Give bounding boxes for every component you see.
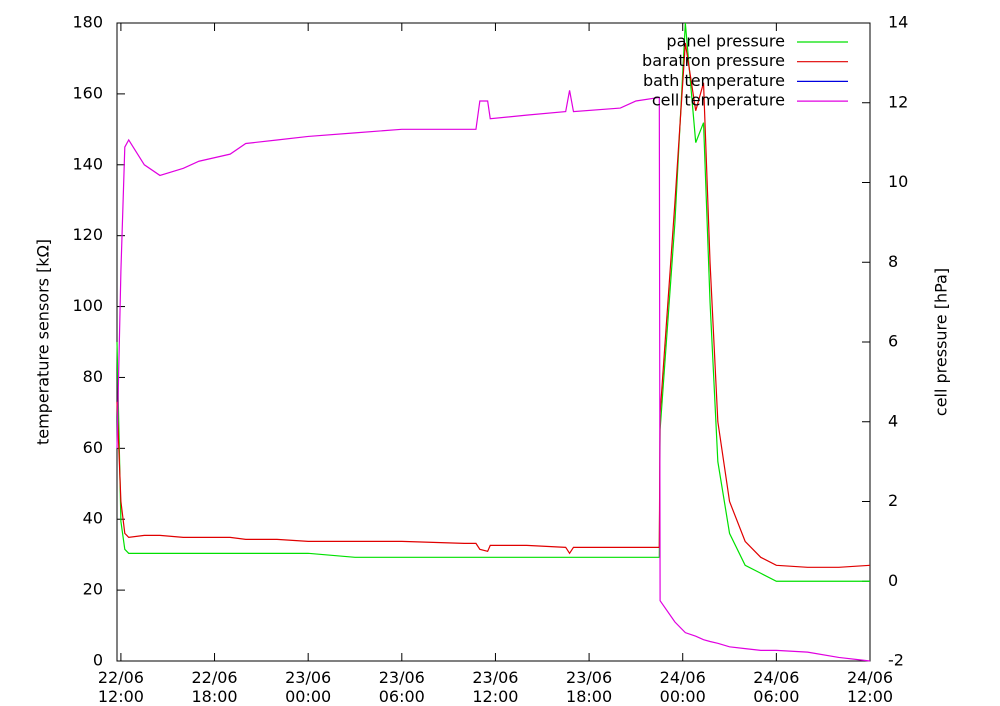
y-tick-label: 120 xyxy=(72,225,103,244)
series-line xyxy=(116,90,871,662)
x-tick-label: 24/06 12:00 xyxy=(846,668,894,706)
y2-tick-label: 0 xyxy=(888,571,898,590)
y-tick-label: 180 xyxy=(72,13,103,32)
x-tick-label: 23/06 06:00 xyxy=(378,668,425,706)
y-tick-label: 140 xyxy=(72,154,103,173)
x-tick-label: 23/06 12:00 xyxy=(472,668,519,706)
y2-tick-label: 10 xyxy=(888,172,908,191)
legend-label: panel pressure xyxy=(666,32,785,51)
series-line xyxy=(116,22,870,582)
y-tick-label: 160 xyxy=(72,83,103,102)
y2-tick-label: 14 xyxy=(888,13,908,32)
y2-tick-label: 12 xyxy=(888,92,908,111)
y2-tick-label: 8 xyxy=(888,252,898,271)
x-tick-label: 22/06 12:00 xyxy=(97,668,144,706)
x-tick-label: 23/06 18:00 xyxy=(566,668,613,706)
x-tick-label: 23/06 00:00 xyxy=(285,668,332,706)
series-line xyxy=(116,42,871,568)
y-tick-label: 40 xyxy=(83,509,103,528)
y2-axis-label: cell pressure [hPa] xyxy=(932,268,951,416)
y2-tick-label: -2 xyxy=(888,651,904,670)
y-tick-label: 80 xyxy=(83,367,103,386)
y-tick-label: 100 xyxy=(72,296,103,315)
x-tick-label: 22/06 18:00 xyxy=(191,668,238,706)
y-tick-label: 20 xyxy=(83,580,103,599)
y-axis-label: temperature sensors [kΩ] xyxy=(34,239,53,445)
x-tick-label: 24/06 06:00 xyxy=(753,668,800,706)
y2-tick-label: 6 xyxy=(888,332,898,351)
y-tick-label: 60 xyxy=(83,438,103,457)
y-tick-label: 0 xyxy=(93,651,103,670)
legend-label: baratron pressure xyxy=(642,51,785,70)
y2-tick-label: 4 xyxy=(888,411,898,430)
x-tick-label: 24/06 00:00 xyxy=(659,668,706,706)
legend-label: cell temperature xyxy=(652,91,785,110)
y2-tick-label: 2 xyxy=(888,491,898,510)
legend-label: bath temperature xyxy=(643,71,785,90)
